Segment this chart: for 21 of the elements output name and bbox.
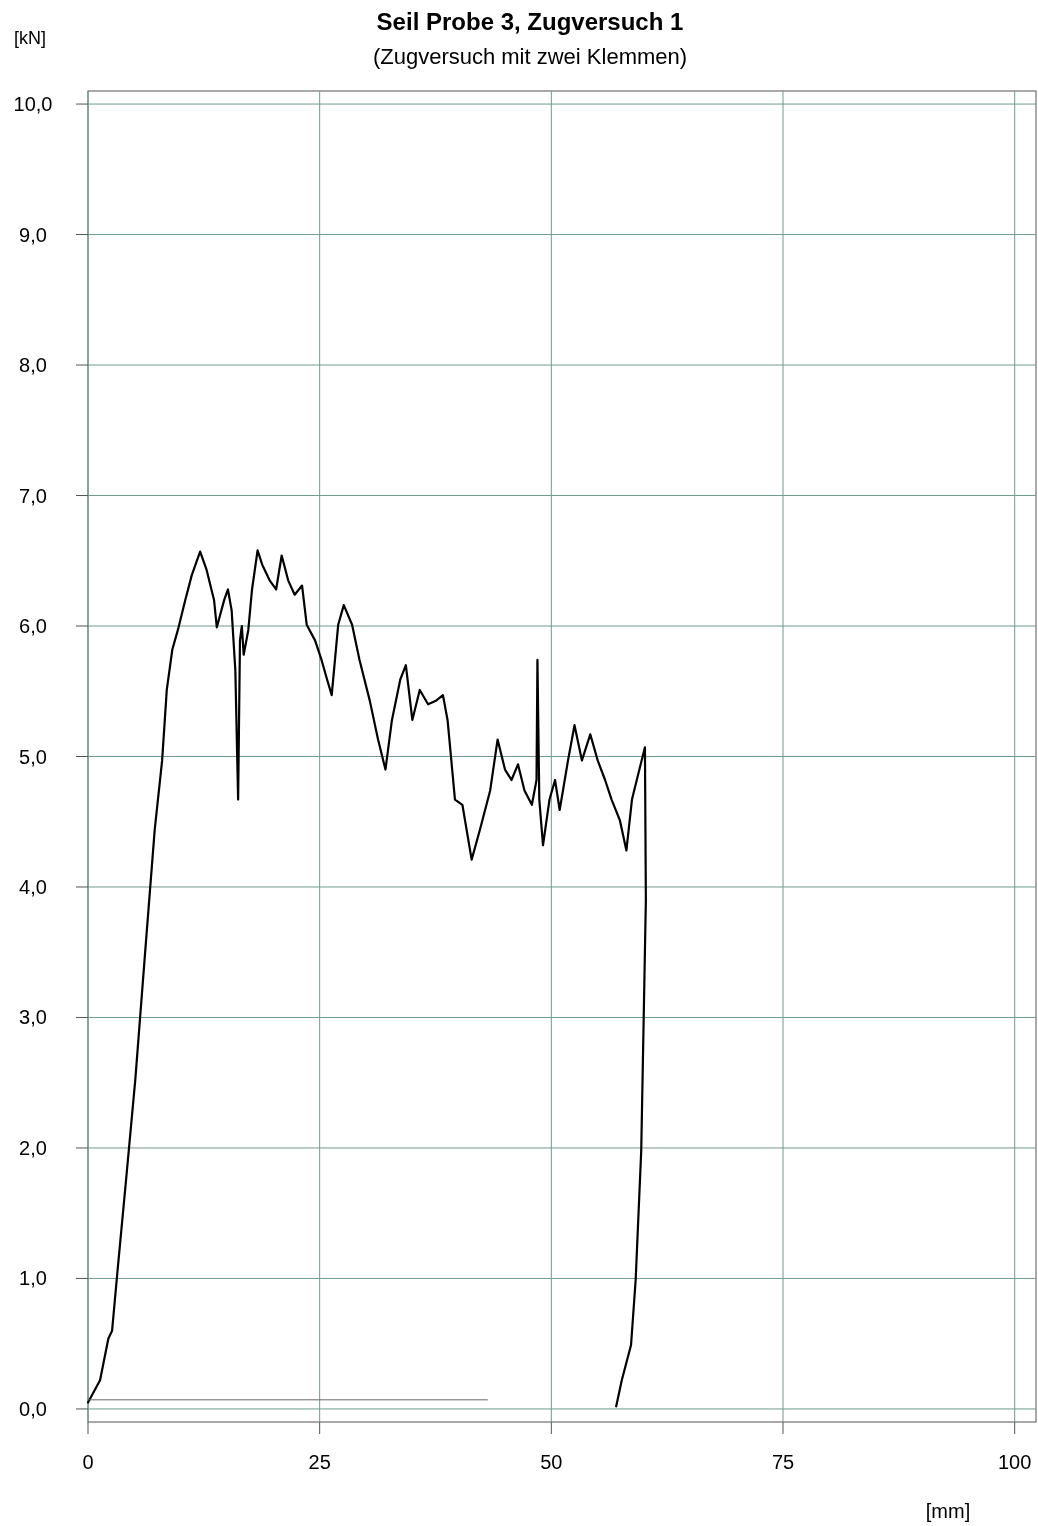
y-tick-label: 6,0 — [19, 615, 47, 638]
y-tick-label: 3,0 — [19, 1006, 47, 1029]
y-tick-label: 7,0 — [19, 484, 47, 507]
y-tick-label: 0,0 — [19, 1397, 47, 1420]
y-tick-label: 9,0 — [19, 223, 47, 246]
y-tick-label: 8,0 — [19, 354, 47, 377]
y-tick-label: 10,0 — [13, 93, 53, 116]
x-tick-label: 25 — [308, 1451, 331, 1473]
x-axis-title: [mm] — [925, 1500, 971, 1522]
x-tick-label: 75 — [771, 1451, 795, 1473]
x-tick-label: 0 — [82, 1451, 94, 1473]
y-tick-label: 2,0 — [19, 1136, 47, 1159]
line-series — [86, 549, 647, 1408]
x-tick-label: 100 — [998, 1451, 1032, 1473]
chart-title: Seil Probe 3, Zugversuch 1 — [376, 8, 684, 35]
y-tick-label: 5,0 — [19, 745, 47, 768]
y-tick-label: 1,0 — [19, 1267, 47, 1290]
x-tick-label: 50 — [540, 1451, 563, 1473]
y-tick-label: 4,0 — [19, 875, 47, 898]
chart-subtitle: (Zugversuch mit zwei Klemmen) — [372, 44, 688, 69]
y-axis-title: [kN] — [13, 28, 47, 48]
